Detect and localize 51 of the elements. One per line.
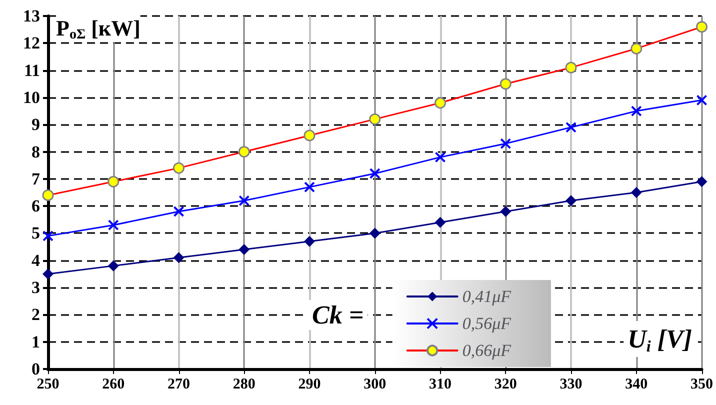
- point: [696, 176, 708, 188]
- y-tick-label: 3: [32, 278, 40, 298]
- point: [42, 230, 54, 242]
- x-tick-label: 350: [690, 376, 713, 392]
- legend-label: 0,56μF: [462, 314, 512, 333]
- point: [500, 206, 512, 218]
- point: [304, 236, 315, 247]
- y-tick-label: 7: [32, 169, 40, 188]
- point: [434, 216, 446, 228]
- point: [304, 182, 315, 193]
- legend-label: 0,66μF: [462, 341, 512, 360]
- x-tick-label: 310: [429, 376, 452, 392]
- legend-label: 0,41μF: [462, 287, 512, 306]
- x-tick-label: 250: [36, 376, 60, 392]
- y-tick-label: 12: [23, 34, 40, 53]
- x-tick-label: 300: [364, 376, 386, 392]
- point: [108, 260, 119, 272]
- y-tick-label: 11: [24, 60, 40, 80]
- x-tick-label: 280: [232, 376, 256, 392]
- point: [566, 195, 576, 206]
- point: [630, 106, 642, 117]
- x-tick-label: 340: [625, 376, 648, 392]
- point: [108, 220, 119, 231]
- y-tick-label: 0: [32, 360, 40, 378]
- y-tick-label: 5: [32, 224, 40, 243]
- y-tick-label: 8: [32, 142, 40, 162]
- point: [566, 122, 576, 133]
- point: [238, 195, 250, 206]
- x-tick-label: 330: [560, 376, 582, 392]
- point: [369, 228, 380, 239]
- x-tick-label: 260: [102, 376, 125, 392]
- point: [696, 94, 708, 106]
- y-tick-label: 6: [32, 196, 40, 216]
- point: [173, 252, 184, 264]
- point: [630, 187, 642, 198]
- point: [173, 206, 184, 218]
- y-tick-label: 1: [32, 332, 40, 352]
- point: [42, 268, 54, 280]
- y-tick-label: 13: [23, 6, 40, 26]
- point: [238, 244, 250, 256]
- y-tick-label: 2: [32, 305, 40, 324]
- point: [434, 152, 446, 163]
- point: [500, 138, 512, 150]
- y-tick-label: 4: [32, 250, 40, 270]
- y-tick-label: 10: [23, 88, 40, 107]
- y-tick-label: 9: [32, 115, 40, 134]
- x-tick-label: 290: [298, 376, 321, 392]
- point: [369, 168, 380, 179]
- x-tick-label: 320: [494, 376, 517, 392]
- x-tick-label: 270: [168, 376, 190, 392]
- annotation: Ck =: [312, 300, 364, 330]
